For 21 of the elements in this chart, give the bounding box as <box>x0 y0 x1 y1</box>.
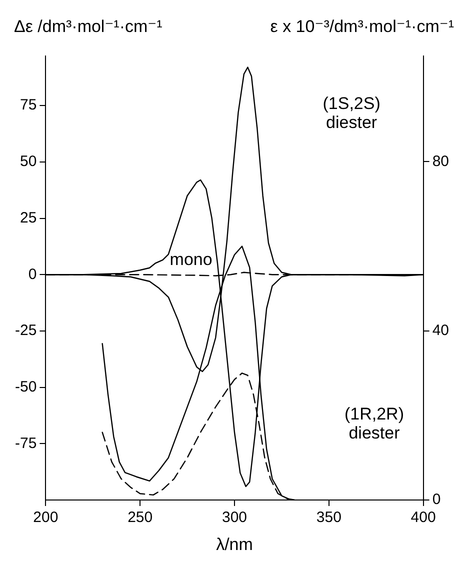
y-tick-label: 75 <box>20 96 37 114</box>
y2-tick-label: 80 <box>432 152 450 170</box>
y-tick-label: -75 <box>14 434 37 452</box>
y2-tick-label: 40 <box>432 322 450 339</box>
annotation: (1R,2R) diester <box>344 404 404 443</box>
x-tick-label: 300 <box>222 509 248 526</box>
y2-tick-label: 0 <box>432 491 441 508</box>
y-tick-label: -25 <box>14 322 37 340</box>
annotation: (1S,2S) diester <box>322 94 380 132</box>
x-tick-label: 350 <box>316 509 342 526</box>
y-tick-label: 50 <box>20 153 37 170</box>
y-tick-label: -50 <box>14 378 37 396</box>
x-tick-label: 400 <box>410 509 436 526</box>
x-tick-label: 250 <box>128 509 153 526</box>
x-tick-label: 200 <box>33 509 58 526</box>
y-tick-label: 25 <box>20 209 37 226</box>
y-tick-label: 0 <box>28 266 37 283</box>
y-axis-title: Δε /dm³·mol⁻¹·cm⁻¹ <box>14 17 163 36</box>
annotation: mono <box>170 250 212 269</box>
x-axis-title: λ/nm <box>216 535 253 554</box>
y2-axis-title: ε x 10⁻³/dm³·mol⁻¹·cm⁻¹ <box>270 17 454 36</box>
